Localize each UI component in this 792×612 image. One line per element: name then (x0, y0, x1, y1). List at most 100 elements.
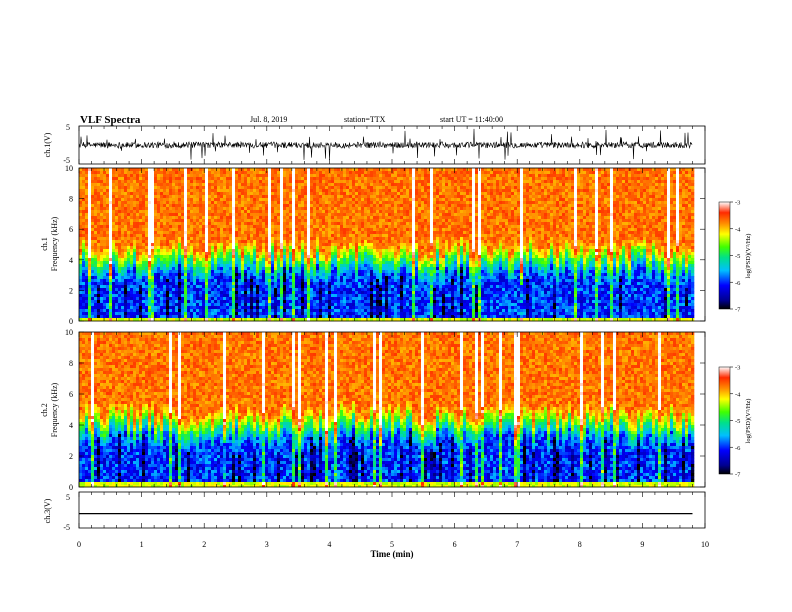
psd-cell (145, 198, 149, 202)
psd-cell (103, 234, 107, 238)
psd-cell (313, 216, 317, 220)
psd-cell (343, 312, 347, 316)
psd-cell (298, 195, 302, 199)
psd-cell (304, 201, 308, 205)
psd-cell (310, 219, 314, 223)
psd-cell (304, 246, 308, 250)
psd-cell (301, 279, 305, 283)
psd-cell (253, 273, 257, 277)
psd-cell (244, 288, 248, 292)
psd-cell (208, 294, 212, 298)
psd-cell (109, 285, 113, 289)
psd-cell (295, 198, 299, 202)
psd-cell (346, 222, 350, 226)
psd-cell (181, 255, 185, 259)
psd-cell (268, 306, 272, 310)
psd-cell (274, 237, 278, 241)
psd-cell (85, 225, 89, 229)
psd-cell (85, 258, 89, 262)
psd-cell (328, 312, 332, 316)
psd-cell (316, 309, 320, 313)
psd-cell (250, 192, 254, 196)
psd-cell (118, 237, 122, 241)
psd-cell (253, 219, 257, 223)
psd-cell (361, 270, 365, 274)
psd-cell (301, 213, 305, 217)
psd-cell (280, 201, 284, 205)
psd-cell (142, 312, 146, 316)
psd-cell (253, 171, 257, 175)
psd-cell (157, 264, 161, 268)
psd-cell (244, 228, 248, 232)
psd-cell (85, 174, 89, 178)
psd-cell (151, 249, 155, 253)
psd-cell (361, 282, 365, 286)
psd-cell (151, 282, 155, 286)
psd-cell (223, 270, 227, 274)
psd-cell (328, 174, 332, 178)
psd-cell (295, 264, 299, 268)
psd-cell (175, 309, 179, 313)
psd-cell (181, 273, 185, 277)
psd-cell (163, 306, 167, 310)
psd-cell (310, 297, 314, 301)
psd-cell (307, 273, 311, 277)
psd-cell (325, 282, 329, 286)
psd-cell (235, 252, 239, 256)
psd-cell (82, 195, 86, 199)
psd-cell (274, 222, 278, 226)
psd-cell (142, 261, 146, 265)
psd-cell (268, 273, 272, 277)
psd-cell (175, 279, 179, 283)
psd-cell (79, 195, 83, 199)
psd-cell (298, 282, 302, 286)
psd-cell (199, 219, 203, 223)
psd-cell (85, 270, 89, 274)
psd-cell (289, 294, 293, 298)
psd-cell (343, 252, 347, 256)
psd-cell (181, 216, 185, 220)
psd-cell (157, 288, 161, 292)
psd-cell (277, 300, 281, 304)
psd-cell (139, 279, 143, 283)
psd-cell (85, 294, 89, 298)
psd-cell (118, 273, 122, 277)
psd-cell (166, 285, 170, 289)
psd-cell (121, 312, 125, 316)
psd-cell (208, 186, 212, 190)
psd-cell (250, 276, 254, 280)
psd-cell (157, 282, 161, 286)
psd-cell (244, 264, 248, 268)
psd-cell (232, 279, 236, 283)
psd-cell (124, 231, 128, 235)
psd-cell (307, 318, 311, 322)
psd-cell (103, 222, 107, 226)
psd-cell (301, 264, 305, 268)
psd-cell (253, 282, 257, 286)
psd-cell (205, 174, 209, 178)
psd-cell (271, 168, 275, 172)
psd-cell (358, 252, 362, 256)
psd-cell (256, 192, 260, 196)
psd-cell (151, 222, 155, 226)
psd-cell (145, 171, 149, 175)
psd-cell (265, 303, 269, 307)
psd-cell (316, 168, 320, 172)
psd-cell (325, 300, 329, 304)
psd-cell (262, 267, 266, 271)
psd-cell (205, 183, 209, 187)
psd-cell (169, 291, 173, 295)
psd-cell (286, 282, 290, 286)
psd-cell (160, 198, 164, 202)
psd-cell (79, 231, 83, 235)
psd-cell (319, 315, 323, 319)
psd-cell (136, 246, 140, 250)
psd-cell (85, 195, 89, 199)
psd-cell (82, 237, 86, 241)
psd-cell (331, 294, 335, 298)
psd-cell (295, 216, 299, 220)
psd-cell (349, 273, 353, 277)
psd-cell (280, 216, 284, 220)
psd-cell (142, 198, 146, 202)
psd-cell (139, 318, 143, 322)
